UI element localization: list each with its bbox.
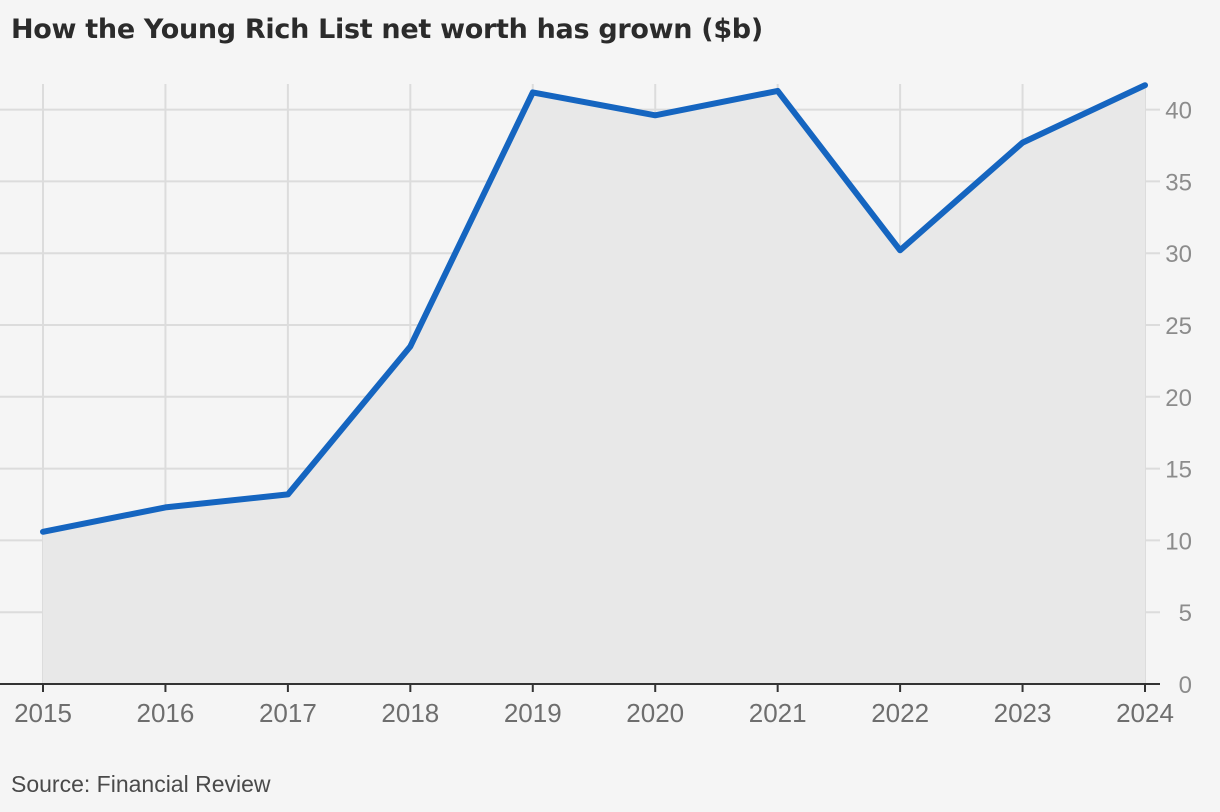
data-point-2018 xyxy=(407,344,413,350)
source-note: Source: Financial Review xyxy=(11,771,271,797)
data-point-2024 xyxy=(1142,82,1148,88)
x-tick-label: 2024 xyxy=(1116,698,1174,728)
x-tick-label: 2017 xyxy=(259,698,317,728)
area-fill xyxy=(43,85,1145,684)
axes xyxy=(0,683,1160,692)
series-line xyxy=(40,82,1148,535)
y-tick-label: 0 xyxy=(1179,672,1192,699)
y-tick-label: 35 xyxy=(1165,169,1192,196)
y-tick-label: 30 xyxy=(1165,241,1192,268)
x-tick-label: 2020 xyxy=(626,698,684,728)
data-point-2020 xyxy=(652,112,658,118)
x-tick-label: 2018 xyxy=(381,698,439,728)
data-point-2016 xyxy=(162,504,168,510)
y-tick-label: 10 xyxy=(1165,528,1192,555)
data-point-2021 xyxy=(775,88,781,94)
y-tick-label: 25 xyxy=(1165,313,1192,340)
y-tick-label: 20 xyxy=(1165,385,1192,412)
tick-labels: 2015 2016 2017 2018 2019 2020 2021 2022 2023 2024… xyxy=(14,82,1192,728)
y-tick-label: 40 xyxy=(1165,98,1192,125)
x-tick-label: 2021 xyxy=(749,698,807,728)
x-tick-label: 2015 xyxy=(14,698,72,728)
x-tick-label: 2023 xyxy=(994,698,1052,728)
data-point-2019 xyxy=(530,89,536,95)
x-tick-label: 2016 xyxy=(137,698,195,728)
data-point-2017 xyxy=(285,491,291,497)
chart-title: How the Young Rich List net worth has gr… xyxy=(11,14,763,45)
y-tick-label: 5 xyxy=(1179,600,1192,627)
data-point-2022 xyxy=(897,247,903,253)
y-tick-label: 15 xyxy=(1165,457,1192,484)
data-point-2023 xyxy=(1020,140,1026,146)
x-tick-label: 2022 xyxy=(871,698,929,728)
x-tick-label: 2019 xyxy=(504,698,562,728)
data-point-2015 xyxy=(40,529,46,535)
